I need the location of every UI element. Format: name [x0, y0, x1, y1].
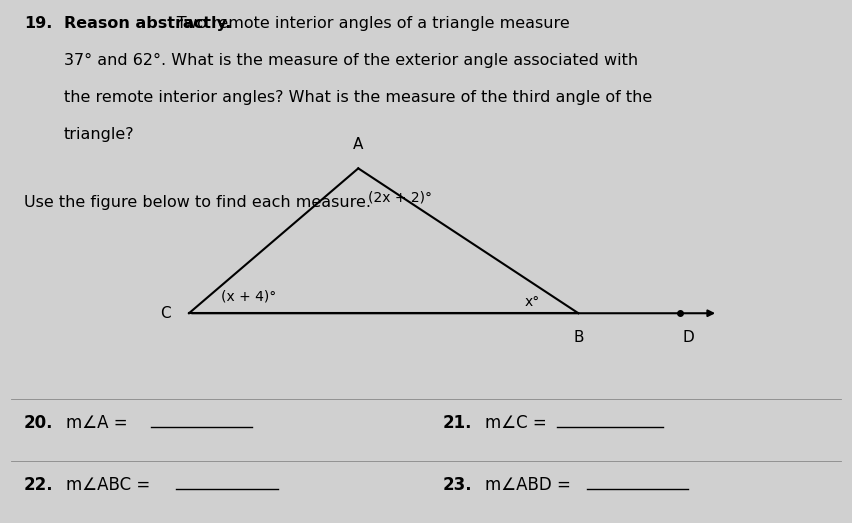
Text: (x + 4)°: (x + 4)°: [222, 290, 276, 304]
Text: Use the figure below to find each measure.: Use the figure below to find each measur…: [24, 195, 371, 210]
Text: 19.: 19.: [24, 16, 52, 31]
Text: triangle?: triangle?: [64, 128, 135, 142]
Text: 23.: 23.: [443, 476, 473, 494]
Text: 22.: 22.: [24, 476, 54, 494]
Text: m∠ABC =: m∠ABC =: [66, 476, 151, 494]
Text: 20.: 20.: [24, 414, 54, 432]
Text: Reason abstractly.: Reason abstractly.: [64, 16, 231, 31]
Text: 21.: 21.: [443, 414, 472, 432]
Text: m∠ABD =: m∠ABD =: [486, 476, 571, 494]
Text: m∠C =: m∠C =: [486, 414, 547, 432]
Text: x°: x°: [525, 295, 540, 309]
Text: B: B: [573, 330, 584, 345]
Text: 37° and 62°. What is the measure of the exterior angle associated with: 37° and 62°. What is the measure of the …: [64, 53, 638, 68]
Text: m∠A =: m∠A =: [66, 414, 128, 432]
Text: Two remote interior angles of a triangle measure: Two remote interior angles of a triangle…: [64, 16, 569, 31]
Text: (2x + 2)°: (2x + 2)°: [368, 190, 433, 204]
Text: A: A: [353, 137, 364, 152]
Text: the remote interior angles? What is the measure of the third angle of the: the remote interior angles? What is the …: [64, 90, 652, 105]
Text: C: C: [159, 306, 170, 321]
Text: D: D: [682, 330, 694, 345]
